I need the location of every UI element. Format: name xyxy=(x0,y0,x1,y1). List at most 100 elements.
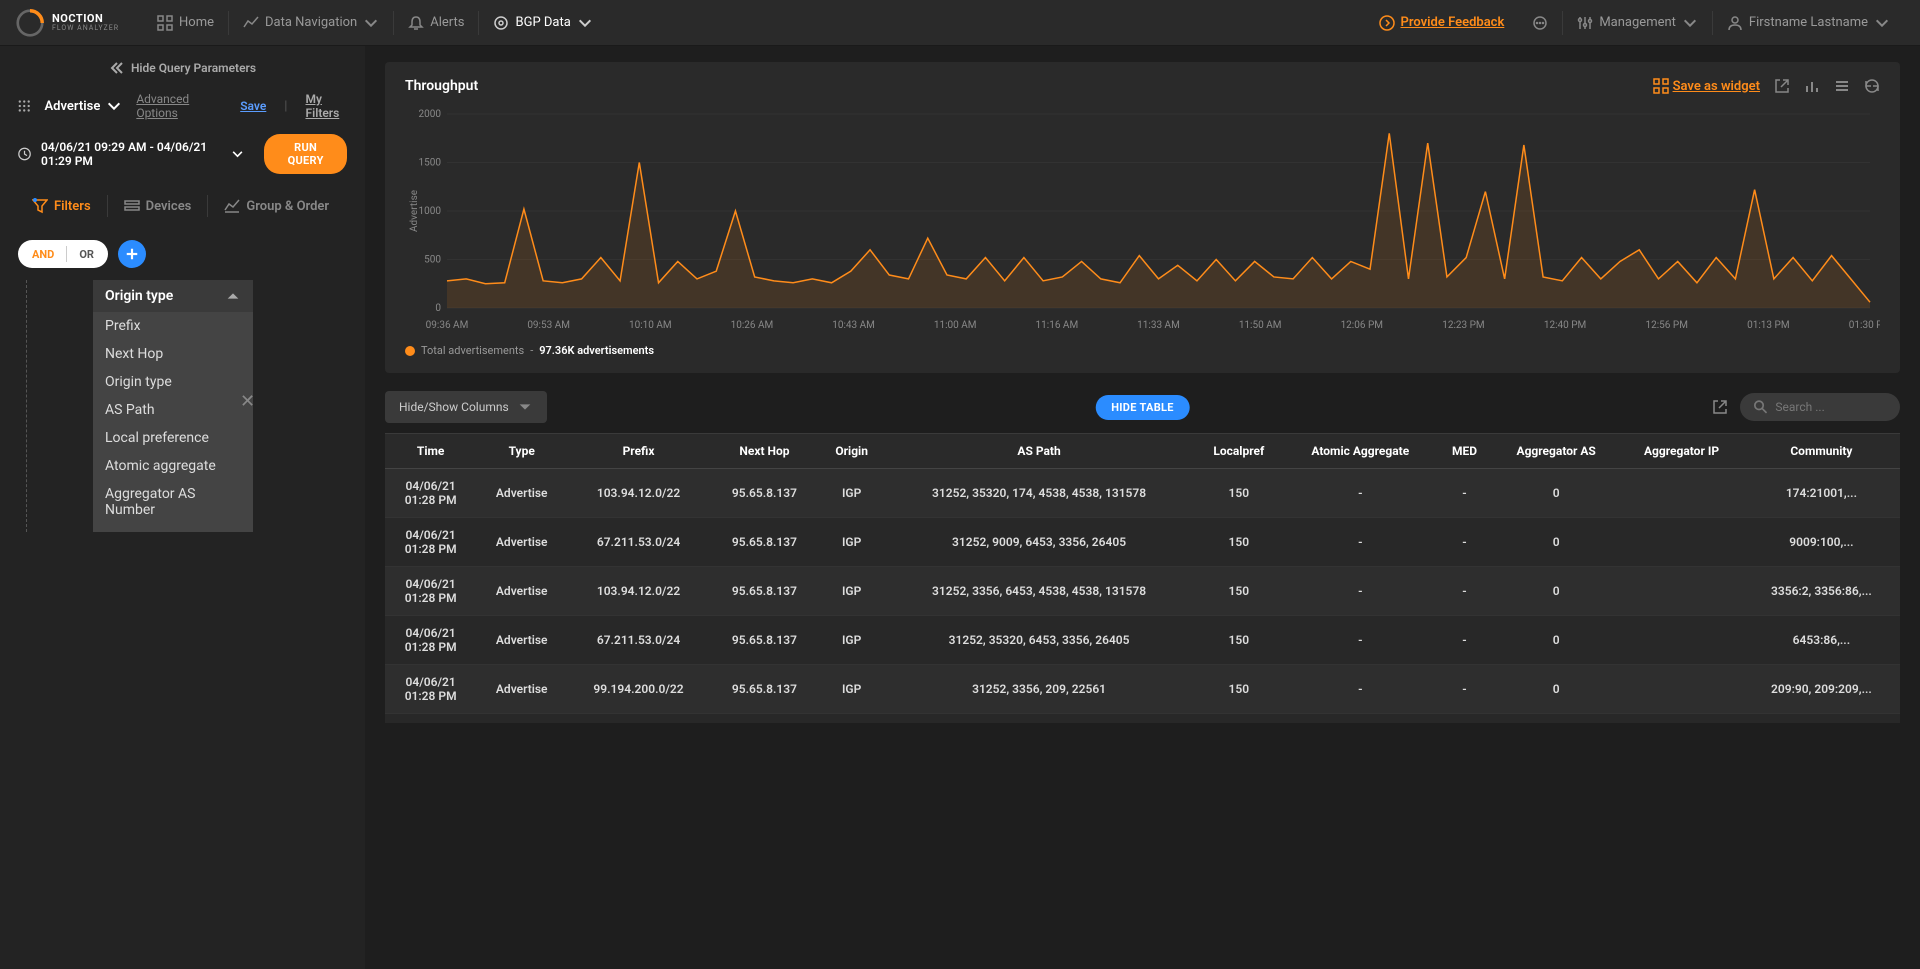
or-option[interactable]: OR xyxy=(67,242,106,266)
provide-feedback-link[interactable]: Provide Feedback xyxy=(1365,15,1519,31)
dropdown-option[interactable]: Origin type xyxy=(93,368,253,396)
table-cell: 04/06/2101:28 PM xyxy=(385,665,476,714)
nav-data-nav-label: Data Navigation xyxy=(265,15,357,30)
nav-user[interactable]: Firstname Lastname xyxy=(1713,0,1904,46)
table-cell: - xyxy=(1284,567,1437,616)
table-controls: Hide/Show Columns HIDE TABLE xyxy=(385,391,1900,423)
nav-data-navigation[interactable]: Data Navigation xyxy=(229,0,393,46)
table-cell: - xyxy=(1284,665,1437,714)
table-row[interactable]: 04/06/2101:28 PMAdvertise67.211.53.0/249… xyxy=(385,518,1900,567)
svg-text:11:50 AM: 11:50 AM xyxy=(1239,320,1282,331)
search-input[interactable] xyxy=(1775,400,1886,414)
table-column-header[interactable]: MED xyxy=(1437,434,1492,469)
table-cell: 31252, 35320, 3356, 209, 22561 xyxy=(884,714,1193,724)
bell-icon xyxy=(408,15,424,31)
svg-text:500: 500 xyxy=(424,255,441,266)
svg-text:01:30 PM: 01:30 PM xyxy=(1849,320,1880,331)
table-cell xyxy=(1620,518,1743,567)
svg-text:11:16 AM: 11:16 AM xyxy=(1036,320,1079,331)
table-cell: 95.65.8.137 xyxy=(710,567,819,616)
table-column-header[interactable]: Prefix xyxy=(567,434,710,469)
table-column-header[interactable]: Community xyxy=(1743,434,1900,469)
separator: | xyxy=(284,99,287,114)
and-option[interactable]: AND xyxy=(20,242,66,266)
svg-text:10:26 AM: 10:26 AM xyxy=(731,320,774,331)
table-column-header[interactable]: Type xyxy=(476,434,567,469)
tab-group-order[interactable]: Group & Order xyxy=(210,192,343,220)
advertise-selector[interactable]: Advertise xyxy=(44,98,122,114)
table-column-header[interactable]: Aggregator AS xyxy=(1492,434,1620,469)
chevron-down-icon xyxy=(1874,15,1890,31)
date-range-text[interactable]: 04/06/21 09:29 AM - 04/06/21 01:29 PM xyxy=(41,140,221,168)
chart-line-icon xyxy=(243,15,259,31)
table-cell: 150 xyxy=(1194,616,1284,665)
table-column-header[interactable]: AS Path xyxy=(884,434,1193,469)
nav-management[interactable]: Management xyxy=(1563,0,1712,46)
dropdown-option[interactable]: Prefix xyxy=(93,312,253,340)
table-column-header[interactable]: Time xyxy=(385,434,476,469)
main-content: Throughput Save as widget 05001000150020… xyxy=(365,46,1920,969)
nav-home[interactable]: Home xyxy=(143,0,228,46)
dropdown-option[interactable]: Local preference xyxy=(93,424,253,452)
tab-devices-label: Devices xyxy=(146,199,192,214)
bar-chart-icon[interactable] xyxy=(1804,78,1820,94)
hide-query-params-button[interactable]: Hide Query Parameters xyxy=(18,60,347,76)
table-column-header[interactable]: Origin xyxy=(819,434,884,469)
origin-type-dropdown[interactable]: Origin type xyxy=(93,280,253,312)
table-row[interactable]: 04/06/21Advertise99.194.200.0/2295.65.8.… xyxy=(385,714,1900,724)
table-column-header[interactable]: Atomic Aggregate xyxy=(1284,434,1437,469)
grid-icon xyxy=(157,15,173,31)
table-cell: - xyxy=(1284,469,1437,518)
table-column-header[interactable]: Next Hop xyxy=(710,434,819,469)
dropdown-option[interactable]: Atomic aggregate xyxy=(93,452,253,480)
hide-table-button[interactable]: HIDE TABLE xyxy=(1095,395,1190,420)
table-cell xyxy=(1620,665,1743,714)
refresh-icon[interactable] xyxy=(1864,78,1880,94)
nav-management-label: Management xyxy=(1599,15,1676,30)
search-box[interactable] xyxy=(1740,393,1900,421)
data-table-scroll[interactable]: TimeTypePrefixNext HopOriginAS PathLocal… xyxy=(385,433,1900,723)
run-query-button[interactable]: RUN QUERY xyxy=(264,134,347,174)
table-row[interactable]: 04/06/2101:28 PMAdvertise99.194.200.0/22… xyxy=(385,665,1900,714)
chevron-down-icon[interactable] xyxy=(231,146,244,162)
hide-show-columns-button[interactable]: Hide/Show Columns xyxy=(385,391,547,423)
external-link-icon[interactable] xyxy=(1774,78,1790,94)
table-cell xyxy=(1620,469,1743,518)
save-link[interactable]: Save xyxy=(240,99,266,113)
top-nav: NOCTION FLOW ANALYZER Home Data Navigati… xyxy=(0,0,1920,46)
table-column-header[interactable]: Localpref xyxy=(1194,434,1284,469)
table-row[interactable]: 04/06/2101:28 PMAdvertise103.94.12.0/229… xyxy=(385,469,1900,518)
table-row[interactable]: 04/06/2101:28 PMAdvertise103.94.12.0/229… xyxy=(385,567,1900,616)
table-row[interactable]: 04/06/2101:28 PMAdvertise67.211.53.0/249… xyxy=(385,616,1900,665)
add-filter-button[interactable] xyxy=(118,240,146,268)
grid-dots-icon[interactable] xyxy=(18,98,30,114)
dropdown-option[interactable]: AS Path xyxy=(93,396,253,424)
dropdown-option[interactable]: Aggregator AS Number xyxy=(93,480,253,524)
nav-bgp-data[interactable]: BGP Data xyxy=(479,0,606,46)
chevron-down-icon xyxy=(363,15,379,31)
tab-filters[interactable]: Filters xyxy=(18,192,105,220)
table-cell: 209:90, 209:209 xyxy=(1743,714,1900,724)
and-or-toggle[interactable]: AND OR xyxy=(18,240,108,268)
devices-icon xyxy=(124,198,140,214)
svg-text:2000: 2000 xyxy=(419,109,442,120)
table-column-header[interactable]: Aggregator IP xyxy=(1620,434,1743,469)
table-cell: - xyxy=(1284,518,1437,567)
panel-title: Throughput xyxy=(405,78,478,94)
table-cell: 174:21001,... xyxy=(1743,469,1900,518)
data-table: TimeTypePrefixNext HopOriginAS PathLocal… xyxy=(385,434,1900,723)
save-as-widget-link[interactable]: Save as widget xyxy=(1653,78,1760,94)
table-cell: Advertise xyxy=(476,518,567,567)
nav-chat[interactable] xyxy=(1518,0,1562,46)
advanced-options-link[interactable]: Advanced Options xyxy=(136,92,212,120)
external-link-icon[interactable] xyxy=(1712,399,1728,415)
menu-icon[interactable] xyxy=(1834,78,1850,94)
svg-text:11:00 AM: 11:00 AM xyxy=(934,320,977,331)
close-filter-button[interactable]: ✕ xyxy=(240,391,255,412)
nav-alerts[interactable]: Alerts xyxy=(394,0,478,46)
svg-text:10:10 AM: 10:10 AM xyxy=(629,320,672,331)
dropdown-option[interactable]: Aggregator IP xyxy=(93,524,253,532)
tab-devices[interactable]: Devices xyxy=(110,192,206,220)
dropdown-option[interactable]: Next Hop xyxy=(93,340,253,368)
my-filters-link[interactable]: My Filters xyxy=(305,92,347,120)
